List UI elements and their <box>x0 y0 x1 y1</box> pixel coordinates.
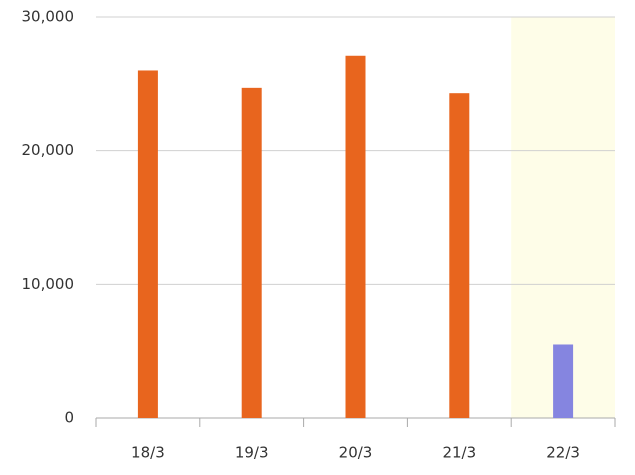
y-tick-label: 20,000 <box>22 141 75 159</box>
y-tick-label: 10,000 <box>22 275 75 293</box>
bar <box>345 55 366 418</box>
x-tick-label: 18/3 <box>131 444 165 462</box>
bar <box>553 344 574 418</box>
x-tick-label: 19/3 <box>235 444 269 462</box>
bar <box>241 87 262 419</box>
bar <box>449 93 470 418</box>
x-tick-label: 20/3 <box>339 444 373 462</box>
y-tick-label: 0 <box>64 409 74 427</box>
y-tick-label: 30,000 <box>22 8 75 26</box>
x-tick-label: 21/3 <box>442 444 476 462</box>
bar <box>137 70 158 418</box>
x-tick-label: 22/3 <box>546 444 580 462</box>
